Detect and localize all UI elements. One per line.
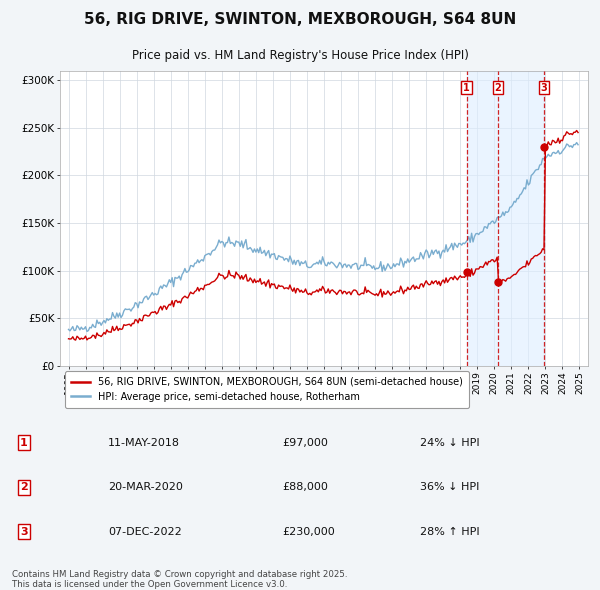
Text: 24% ↓ HPI: 24% ↓ HPI: [420, 438, 479, 448]
Text: £230,000: £230,000: [282, 527, 335, 537]
Text: 36% ↓ HPI: 36% ↓ HPI: [420, 483, 479, 492]
Bar: [467, 71, 544, 366]
Text: 3: 3: [541, 83, 547, 93]
Text: 2: 2: [494, 83, 501, 93]
Text: 20-MAR-2020: 20-MAR-2020: [108, 483, 183, 492]
Text: 3: 3: [20, 527, 28, 537]
Text: 1: 1: [20, 438, 28, 448]
Text: 2: 2: [20, 483, 28, 492]
Text: Price paid vs. HM Land Registry's House Price Index (HPI): Price paid vs. HM Land Registry's House …: [131, 49, 469, 62]
Text: Contains HM Land Registry data © Crown copyright and database right 2025.
This d: Contains HM Land Registry data © Crown c…: [12, 570, 347, 589]
Text: 56, RIG DRIVE, SWINTON, MEXBOROUGH, S64 8UN: 56, RIG DRIVE, SWINTON, MEXBOROUGH, S64 …: [84, 12, 516, 27]
Text: 07-DEC-2022: 07-DEC-2022: [108, 527, 182, 537]
Text: £97,000: £97,000: [282, 438, 328, 448]
Text: 1: 1: [463, 83, 470, 93]
Legend: 56, RIG DRIVE, SWINTON, MEXBOROUGH, S64 8UN (semi-detached house), HPI: Average : 56, RIG DRIVE, SWINTON, MEXBOROUGH, S64 …: [65, 371, 469, 408]
Text: 11-MAY-2018: 11-MAY-2018: [108, 438, 180, 448]
Text: 28% ↑ HPI: 28% ↑ HPI: [420, 527, 479, 537]
Text: £88,000: £88,000: [282, 483, 328, 492]
